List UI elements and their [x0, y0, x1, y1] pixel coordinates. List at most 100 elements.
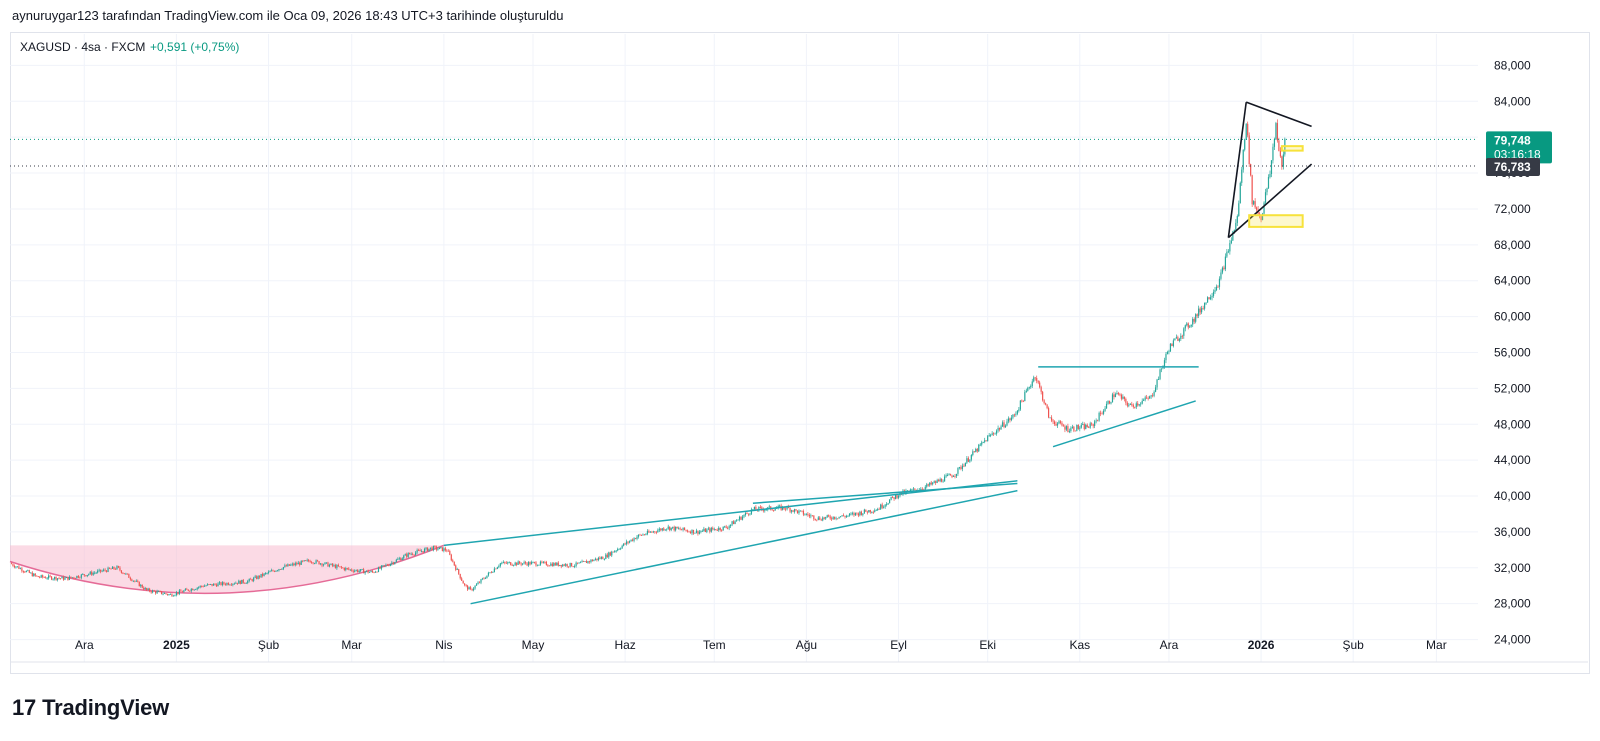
candle-body: [654, 531, 656, 533]
legend-symbol[interactable]: XAGUSD · 4sa · FXCM: [20, 40, 145, 54]
candle-body: [412, 553, 414, 555]
candle-body: [768, 506, 770, 508]
candle-body: [943, 476, 946, 482]
candle-body: [328, 564, 331, 567]
candle-body: [541, 561, 543, 563]
candle-body: [620, 548, 622, 550]
candle-body: [37, 576, 39, 578]
candle-body: [1030, 386, 1032, 388]
candle-body: [379, 567, 381, 569]
candle-body: [859, 511, 861, 516]
candle-body: [584, 561, 586, 562]
candle-body: [1184, 325, 1186, 329]
candle-body: [98, 569, 100, 571]
candle-body: [187, 589, 189, 591]
candle-body: [831, 518, 833, 520]
candle-body: [883, 506, 885, 508]
candle-body: [591, 559, 594, 562]
candle-body: [523, 562, 525, 564]
candle-body: [371, 571, 374, 573]
y-tick-label: 40,000: [1494, 489, 1531, 503]
candle-body: [48, 575, 50, 579]
price-lines: [10, 138, 1478, 167]
candle-body: [103, 569, 105, 571]
candle-body: [911, 489, 913, 491]
candle-body: [316, 560, 319, 562]
candle-body: [462, 580, 464, 584]
candle-body: [452, 560, 454, 562]
candle-body: [73, 577, 75, 579]
candle-body: [1214, 289, 1216, 292]
candle-body: [40, 575, 42, 578]
candle-body: [354, 570, 356, 572]
candle-body: [156, 591, 158, 594]
candle-body: [1110, 402, 1112, 404]
candle-body: [514, 562, 516, 565]
candle-body: [1138, 404, 1140, 406]
chart-frame[interactable]: [10, 32, 1590, 674]
candle-body: [957, 467, 959, 474]
candle-body: [450, 554, 452, 561]
candle-body: [235, 582, 237, 584]
candle-body: [224, 583, 227, 585]
candle-body: [508, 562, 510, 564]
y-tick-label: 48,000: [1494, 417, 1531, 431]
candle-body: [410, 553, 412, 555]
y-tick-label: 88,000: [1494, 58, 1531, 72]
candle-body: [853, 513, 855, 516]
candle-body: [236, 582, 238, 584]
candle-body: [481, 578, 484, 580]
candle-body: [532, 562, 534, 563]
candle-body: [636, 536, 638, 539]
candle-body: [1211, 295, 1213, 298]
candle-body: [562, 564, 564, 567]
candle-body: [844, 516, 846, 518]
candle-body: [1276, 123, 1279, 141]
candle-body: [86, 574, 88, 577]
candle-body: [19, 568, 22, 570]
candle-body: [507, 562, 509, 564]
candle-body: [1260, 215, 1262, 221]
tradingview-logo-icon: 17: [12, 695, 37, 720]
candle-body: [587, 561, 589, 564]
candle-body: [116, 566, 118, 570]
candle-body: [370, 571, 372, 572]
candle-body: [712, 527, 714, 530]
y-tick-label: 52,000: [1494, 381, 1531, 395]
trendline-black: [1245, 101, 1312, 128]
candle-body: [407, 552, 409, 557]
candle-body: [979, 444, 981, 446]
candle-body: [446, 550, 448, 552]
candle-body: [814, 519, 816, 521]
chart-caption: aynuruygar123 tarafından TradingView.com…: [12, 8, 564, 23]
candle-body: [1068, 430, 1070, 432]
candle-body: [676, 526, 678, 529]
candle-body: [716, 530, 718, 531]
candle-body: [782, 506, 784, 510]
candle-body: [1226, 251, 1228, 257]
candle-body: [279, 569, 282, 570]
candle-body: [351, 569, 353, 571]
candle-body: [1141, 400, 1143, 404]
trendline-teal: [470, 489, 1018, 605]
candle-body: [1278, 140, 1280, 152]
candle-body: [1003, 422, 1005, 428]
candle-body: [318, 561, 320, 565]
tradingview-logo[interactable]: 17 TradingView: [12, 695, 169, 721]
candle-body: [504, 561, 506, 563]
candle-body: [839, 516, 842, 518]
candle-body: [441, 547, 443, 552]
candle-body: [1150, 395, 1152, 397]
candle-body: [862, 513, 864, 515]
candle-body: [483, 578, 485, 580]
candle-body: [404, 554, 406, 556]
candle-body: [324, 562, 326, 565]
candle-body: [413, 554, 415, 556]
legend-change: +0,591 (+0,75%): [150, 40, 239, 54]
candle-body: [522, 563, 524, 565]
candle-body: [94, 572, 96, 574]
candle-body: [1012, 414, 1014, 418]
candle-body: [727, 527, 729, 529]
candle-body: [544, 561, 546, 563]
